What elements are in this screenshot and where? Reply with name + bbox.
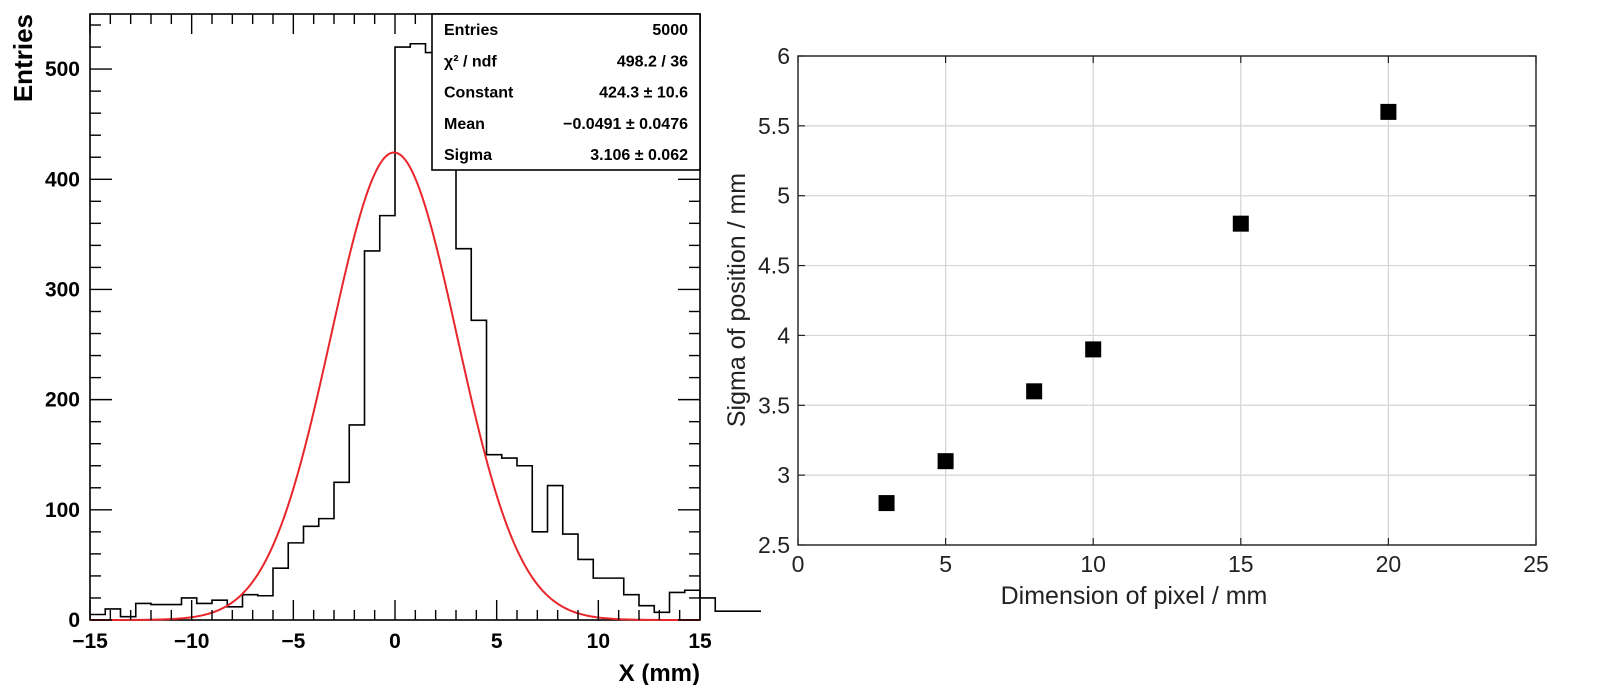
histogram-bin — [715, 611, 730, 620]
histogram-bin — [746, 611, 761, 620]
histogram-x-tick-label: −10 — [174, 630, 210, 653]
stats-box-label: Constant — [444, 85, 514, 102]
histogram-y-tick-label: 300 — [45, 278, 80, 301]
stats-box-label: Sigma — [444, 147, 492, 164]
scatter-y-tick-label: 2.5 — [758, 532, 790, 558]
histogram-x-axis-label: X (mm) — [619, 660, 700, 685]
histogram-y-tick-label: 200 — [45, 389, 80, 412]
histogram-x-tick-label: 0 — [389, 630, 401, 653]
scatter-x-tick-label: 25 — [1523, 551, 1549, 577]
scatter-x-tick-label: 20 — [1376, 551, 1402, 577]
histogram-y-tick-label: 100 — [45, 499, 80, 522]
stats-box-value: 3.106 ± 0.062 — [590, 147, 688, 164]
histogram-y-axis-label: Entries — [8, 14, 38, 102]
histogram-bin — [548, 486, 563, 620]
histogram-bin — [136, 603, 151, 620]
histogram-bin — [517, 466, 532, 620]
histogram-bin — [670, 592, 685, 620]
scatter-point — [937, 453, 954, 470]
scatter-x-tick-label: 15 — [1228, 551, 1254, 577]
scatter-point — [1380, 103, 1397, 120]
stats-box-label: Entries — [444, 22, 498, 39]
scatter-y-axis-label: Sigma of position / mm — [723, 173, 751, 427]
histogram-x-tick-label: −15 — [72, 630, 108, 653]
histogram-y-tick-label: 400 — [45, 168, 80, 191]
scatter-x-axis-label: Dimension of pixel / mm — [1001, 582, 1268, 610]
stats-box-value: 5000 — [652, 22, 688, 39]
histogram-bin — [304, 526, 319, 620]
histogram-bin — [349, 425, 364, 620]
histogram-bin — [685, 590, 700, 620]
histogram-bin — [258, 596, 273, 620]
scatter-point — [1232, 215, 1249, 232]
histogram-bin — [578, 559, 593, 620]
scatter-y-tick-label: 3 — [777, 462, 790, 488]
scatter-point — [1026, 383, 1043, 400]
histogram-bin — [731, 611, 746, 620]
stats-box-label: χ² / ndf — [444, 53, 497, 70]
scatter-x-tick-label: 0 — [792, 551, 805, 577]
histogram-bin — [441, 124, 456, 620]
scatter-y-tick-label: 4 — [777, 322, 790, 348]
scatter-y-tick-label: 6 — [777, 43, 790, 69]
histogram-x-tick-label: −5 — [281, 630, 305, 653]
scatter-x-tick-label: 10 — [1080, 551, 1106, 577]
histogram-chart: −15 −10 −5 0 5 10 15 0 100 200 300 400 500 Entries 50… — [8, 13, 761, 685]
scatter-point — [1085, 341, 1102, 358]
histogram-bin — [410, 44, 425, 620]
histogram-bin — [487, 455, 502, 620]
scatter-x-tick-label: 5 — [939, 551, 952, 577]
histogram-bin — [273, 568, 288, 620]
stats-box-value: 424.3 ± 10.6 — [599, 85, 688, 102]
histogram-bin — [471, 320, 486, 620]
histogram-bin — [593, 578, 608, 620]
histogram-bin — [380, 216, 395, 620]
stats-box-value: −0.0491 ± 0.0476 — [563, 116, 688, 133]
histogram-bin — [151, 605, 166, 620]
histogram-bin — [700, 598, 715, 620]
scatter-y-tick-label: 3.5 — [758, 392, 790, 418]
histogram-bin — [365, 251, 380, 620]
histogram-bin — [334, 482, 349, 620]
histogram-bin — [243, 595, 258, 620]
histogram-bin — [105, 609, 120, 620]
histogram-x-tick-label: 15 — [688, 630, 712, 653]
stats-box-frame — [431, 13, 701, 171]
histogram-outline — [90, 42, 761, 618]
histogram-bin — [227, 607, 242, 620]
scatter-point — [878, 495, 895, 512]
histogram-y-tick-label: 0 — [68, 609, 80, 632]
stats-box-value: 498.2 / 36 — [617, 53, 688, 70]
histogram-bin — [395, 47, 410, 620]
scatter-y-tick-label: 5 — [777, 183, 790, 209]
histogram-bin — [532, 532, 547, 620]
histogram-bin — [197, 603, 212, 620]
histogram-x-tick-label: 10 — [587, 630, 610, 653]
histogram-bin — [319, 519, 334, 620]
stats-box-label: Mean — [444, 116, 485, 133]
histogram-y-tick-label: 500 — [45, 58, 80, 81]
histogram-bin — [624, 595, 639, 620]
histogram-bin — [609, 578, 624, 620]
histogram-bin — [456, 249, 471, 620]
histogram-x-tick-label: 5 — [491, 630, 503, 653]
histogram-bin — [288, 543, 303, 620]
histogram-bin — [639, 606, 654, 620]
scatter-y-tick-label: 4.5 — [758, 253, 790, 279]
scatter-y-tick-label: 5.5 — [758, 113, 790, 139]
scatter-chart: 0 5 10 15 20 25 2.5 3 3.5 4 4.5 5 5.5 6 Sigma of posi… — [723, 43, 1549, 610]
stats-box: Entries 5000 χ² / ndf 498.2 / 36 Constant 424… — [431, 13, 701, 171]
histogram-bin — [502, 458, 517, 620]
scatter-frame — [797, 55, 1537, 546]
histogram-bin — [654, 612, 669, 620]
